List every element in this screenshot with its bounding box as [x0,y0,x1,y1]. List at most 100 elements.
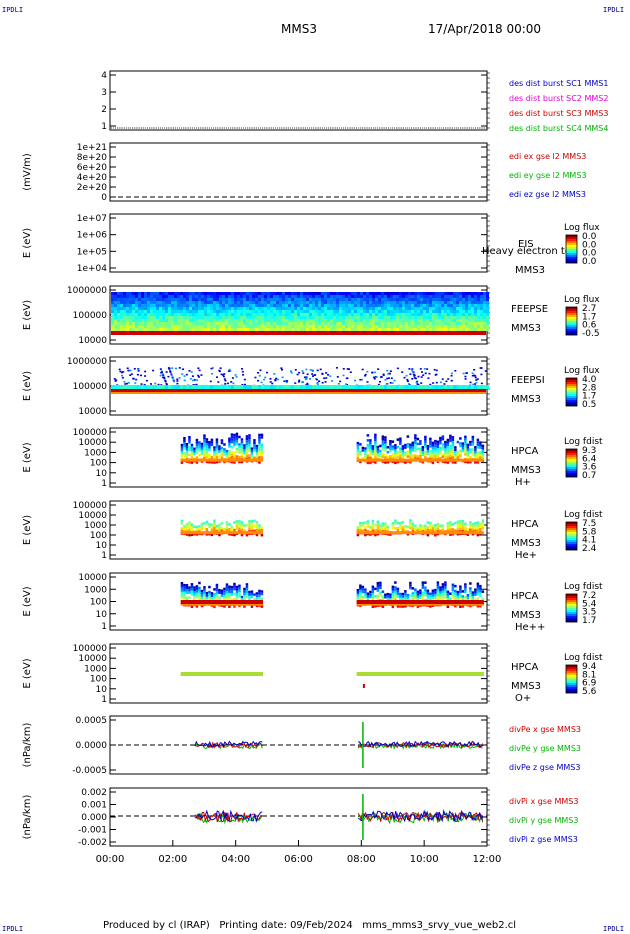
panel-p4-pixel [306,310,309,313]
panel-p6-pixel [419,452,422,455]
panel-p4-pixel [282,304,285,307]
panel-p4-pixel [369,325,372,328]
panel-p4-pixel [153,322,156,325]
panel-p7-colorbar-cell [566,542,577,545]
panel-p6-colorbar-frame [565,448,578,478]
panel-p7-pixel [481,521,485,525]
panel-p5-dot [286,380,289,382]
panel-p7-pixel [394,527,397,530]
panel-p4-pixel [483,316,486,319]
panel-p3-colorbar-frame [565,234,578,264]
panel-p6-pixel [379,457,382,460]
panel-p11-legend-entry: divPi z gse MMS3 [509,835,578,844]
panel-p4-pixel [354,304,357,307]
panel-p4-pixel [420,292,423,295]
panel-p4-pixel [180,295,183,298]
panel-p8-pixel [411,592,415,595]
panel-p4-pixel [213,301,216,304]
panel-p8-pixel [474,598,477,601]
panel-p4-pixel [423,322,426,325]
panel-p5-pixel [474,385,477,389]
panel-p4-pixel [444,316,447,319]
panel-p6-pixel [200,445,204,448]
panel-p4-pixel [447,295,450,298]
panel-p5-dot [305,377,308,380]
panel-p4-pixel [291,319,294,322]
panel-p4-pixel [396,316,399,319]
panel-p4-pixel [303,313,306,316]
panel-p4-pixel [435,316,438,319]
panel-p4-pixel [243,328,246,331]
panel-p5-dot [393,379,396,382]
panel-p4-pixel [291,310,294,313]
panel-p11-frame [109,787,488,847]
panel-p5-dot [411,378,414,380]
panel-p6-pixel [210,443,214,447]
panel-p4-pixel [405,301,408,304]
panel-p6-colorbar-tick-label: 0.7 [582,471,596,481]
panel-p6-pixel [220,451,224,455]
panel-p4-pixel [222,295,225,298]
panel-p4-pixel [180,322,183,325]
panel-p5-dot [336,376,339,378]
panel-p6-pixel [253,456,256,460]
panel-p4-pixel [291,325,294,328]
panel-p6-pixel [416,442,420,446]
panel-p7-pixel [200,527,204,531]
panel-p7-pixel [419,529,422,532]
panel-p6-pixel [238,460,241,464]
panel-p7-pixel [421,529,425,533]
panel-p8-pixel [451,583,455,587]
panel-p5-pixel [414,385,417,389]
panel-p8-pixel [183,593,186,597]
panel-p4-pixel [210,304,213,307]
panel-p4-pixel [339,325,342,328]
panel-p4-pixel [159,319,162,322]
panel-p4-pixel [360,301,363,304]
panel-p4-pixel [399,322,402,325]
panel-p7-pixel [469,528,472,532]
panel-p8-pixel [446,593,450,596]
panel-p4-pixel [285,298,288,301]
panel-p6-pixel [190,453,194,457]
panel-p4-colorbar-cell [566,325,577,328]
panel-p5-dot [389,370,392,372]
panel-p4-pixel [240,316,243,319]
panel-p6-pixel [406,445,410,448]
panel-p5-pixel [366,385,369,389]
panel-p5-dot [435,369,438,372]
panel-p4-pixel [174,295,177,298]
panel-p6-pixel [436,448,440,451]
panel-p5-dot [335,367,338,369]
panel-p7-pixel [394,522,397,525]
panel-p5-dot [197,376,200,378]
panel-p4-pixel [192,301,195,304]
panel-p7-pixel [248,522,251,526]
panel-p4-pixel [474,301,477,304]
panel-p6-pixel [409,453,412,457]
panel-p11-trace-z [194,809,263,823]
panel-p5-pixel [201,385,204,389]
panel-p4-pixel [465,301,468,304]
panel-p4-pixel [156,319,159,322]
panel-p4-pixel [477,292,480,295]
panel-p5-dot [218,369,221,372]
panel-p7-pixel [218,526,221,529]
panel-p7-pixel [240,521,244,524]
panel-p4-pixel [369,319,372,322]
panel-p4-pixel [207,313,210,316]
panel-p4-pixel [309,310,312,313]
panel-p4-pixel [291,298,294,301]
panel-p2-ytick-label: 8e+20 [77,153,108,163]
panel-p5-dot [384,379,387,381]
panel-p4-pixel [126,307,129,310]
panel-p5-dot [161,371,164,374]
panel-p4-pixel [204,307,207,310]
panel-p5-pixel [204,385,207,389]
panel-p7-pixel [361,529,365,532]
panel-p6-pixel [180,448,184,452]
panel-p5-pixel [450,385,453,389]
panel-p4-pixel [351,310,354,313]
panel-p4-pixel [264,322,267,325]
panel-p4-pixel [390,319,393,322]
